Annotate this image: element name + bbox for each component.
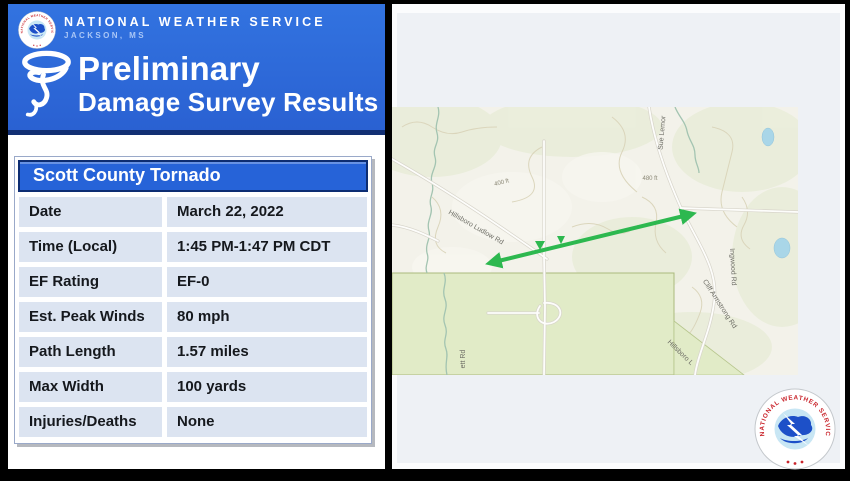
brand-row: NATIONAL WEATHER SERVICE NATIONAL WEATHE… — [8, 4, 385, 49]
tornado-summary-table: Scott County Tornado Date March 22, 2022… — [14, 156, 372, 444]
pond — [761, 127, 791, 259]
map-panel: Hillsboro Ludlow Rd Sue Lemor Ingwood Rd… — [392, 4, 845, 470]
survey-point-marker — [535, 241, 545, 250]
table-row: EF Rating EF-0 — [19, 267, 367, 297]
road-label: ett Rd — [460, 350, 467, 369]
row-value: EF-0 — [167, 267, 367, 297]
table-title: Scott County Tornado — [18, 160, 368, 192]
tornado-icon — [22, 50, 71, 117]
row-label: Injuries/Deaths — [19, 407, 162, 437]
elevation-label: 480 ft — [642, 176, 657, 182]
row-label: Time (Local) — [19, 232, 162, 262]
row-label: EF Rating — [19, 267, 162, 297]
table-row: Time (Local) 1:45 PM-1:47 PM CDT — [19, 232, 367, 262]
table-row: Path Length 1.57 miles — [19, 337, 367, 367]
row-value: 1:45 PM-1:47 PM CDT — [167, 232, 367, 262]
tornado-path — [485, 208, 697, 269]
left-panel: NATIONAL WEATHER SERVICE NATIONAL WEATHE… — [8, 4, 385, 469]
row-value: 1.57 miles — [167, 337, 367, 367]
row-label: Max Width — [19, 372, 162, 402]
brand-text: NATIONAL WEATHER SERVICE JACKSON, MS — [64, 15, 326, 40]
table-row: Injuries/Deaths None — [19, 407, 367, 437]
row-label: Est. Peak Winds — [19, 302, 162, 332]
row-value: 80 mph — [167, 302, 367, 332]
office-name: JACKSON, MS — [64, 31, 146, 40]
title-line-1: Preliminary — [78, 50, 260, 87]
nws-logo-icon: NATIONAL WEATHER SERVICE — [754, 388, 836, 470]
row-label: Path Length — [19, 337, 162, 367]
elevation-label: 400 ft — [494, 178, 510, 188]
row-value: March 22, 2022 — [167, 197, 367, 227]
map-streams — [425, 107, 700, 375]
tornado-path-map: Hillsboro Ludlow Rd Sue Lemor Ingwood Rd… — [392, 107, 798, 375]
row-value: None — [167, 407, 367, 437]
road-label: Ingwood Rd — [728, 248, 737, 286]
row-label: Date — [19, 197, 162, 227]
tornado-path-line — [485, 208, 697, 269]
nws-logo-icon: NATIONAL WEATHER SERVICE — [18, 11, 56, 49]
road-label: Sue Lemor — [658, 115, 668, 150]
header-banner: NATIONAL WEATHER SERVICE NATIONAL WEATHE… — [8, 4, 385, 135]
forest-area — [392, 272, 745, 375]
table-row: Date March 22, 2022 — [19, 197, 367, 227]
page-title: Preliminary Damage Survey Results — [78, 50, 379, 118]
table-row: Est. Peak Winds 80 mph — [19, 302, 367, 332]
title-row: Preliminary Damage Survey Results — [18, 49, 378, 129]
survey-point-marker — [557, 236, 565, 244]
title-line-2: Damage Survey Results — [78, 87, 379, 117]
table-row: Max Width 100 yards — [19, 372, 367, 402]
agency-name: NATIONAL WEATHER SERVICE — [64, 15, 326, 29]
row-value: 100 yards — [167, 372, 367, 402]
